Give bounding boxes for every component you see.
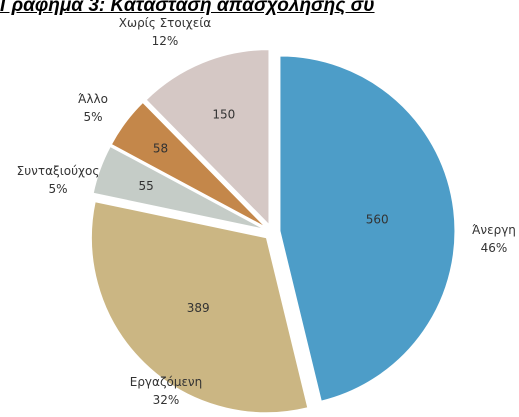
pie-slice-ανεργη <box>279 55 456 402</box>
slice-category-label-συνταξιουχος: Συνταξιούχος <box>17 164 100 178</box>
pie-slice-χωρις-στοιχεια <box>145 49 270 226</box>
slice-category-label-αλλο: Άλλο <box>78 92 108 106</box>
slice-percent-label-συνταξιουχος: 5% <box>48 182 67 196</box>
slice-category-label-εργαζομενη: Εργαζόμενη <box>130 375 203 389</box>
slice-percent-label-χωρις-στοιχεια: 12% <box>152 34 179 48</box>
slice-value-label-ανεργη: 560 <box>366 212 389 226</box>
slice-percent-label-ανεργη: 46% <box>481 241 508 255</box>
chart-title: Γράφημα 3: Κατάσταση απασχόλησης συ <box>0 0 375 15</box>
slice-value-label-εργαζομενη: 389 <box>187 301 210 315</box>
pie-slice-συνταξιουχος <box>92 145 265 230</box>
slice-category-label-ανεργη: Άνεργη <box>472 223 516 237</box>
slice-value-label-συνταξιουχος: 55 <box>138 179 153 193</box>
slice-percent-label-εργαζομενη: 32% <box>153 393 180 407</box>
pie-slice-αλλο <box>110 101 266 228</box>
pie-slice-εργαζομενη <box>90 201 309 414</box>
slice-value-label-χωρις-στοιχεια: 150 <box>212 107 235 121</box>
slice-percent-label-αλλο: 5% <box>83 110 102 124</box>
slice-value-label-αλλο: 58 <box>153 142 168 156</box>
slice-category-label-χωρις-στοιχεια: Χωρίς Στοιχεία <box>119 16 211 30</box>
